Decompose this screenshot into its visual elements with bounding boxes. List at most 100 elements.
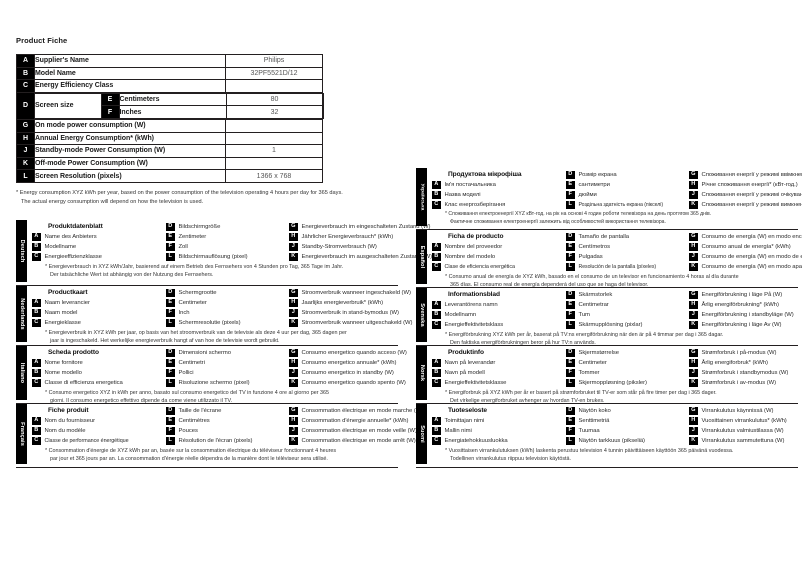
row-letter: F xyxy=(100,105,120,119)
list-item: K Virrankulutus sammutettuna (W) xyxy=(689,436,802,446)
table-row: Screen size E Centimeters 80 xyxy=(35,92,324,119)
list-item: F Inch xyxy=(166,308,289,318)
list-item: E Senttimetriä xyxy=(566,416,689,426)
row-label: Розмір екрана xyxy=(578,172,617,178)
screen-size-label: Screen size xyxy=(35,92,102,119)
row-label: Consommation électrique en mode arrêt (W… xyxy=(301,438,416,444)
row-letter: G xyxy=(689,407,698,415)
list-item: A Nom du fournisseur xyxy=(32,416,166,426)
row-label: Modellnamn xyxy=(444,312,477,318)
row-letter: L xyxy=(166,319,175,327)
language-tab-label: Українська xyxy=(419,183,424,211)
language-tab-norsk: Norsk xyxy=(416,346,427,400)
row-label: Annual Energy Consumption* (kWh) xyxy=(34,131,226,146)
footnote-line-2: The actual energy consumption will depen… xyxy=(21,198,204,205)
footnote-line-2: 365 días. El consumo real de energía dep… xyxy=(450,282,649,289)
language-block-francais: Français Fiche produit A Nom du fournisse… xyxy=(16,404,423,468)
row-letter: A xyxy=(432,417,441,425)
row-letter: L xyxy=(166,437,175,445)
language-footnote: * Consumo energetico XYZ in kWh per anno… xyxy=(32,389,494,405)
language-block-suomi: Suomi Tuoteseloste A Toimittajan nimi B Ma… xyxy=(416,404,798,468)
row-label: Classe di efficienza energetica xyxy=(44,380,123,386)
language-column-screen: D Schermgrootte E Centimeter F Inch L Scherm… xyxy=(166,288,289,328)
row-label: Consumo de energía (W) en modo de espera xyxy=(701,254,802,260)
row-letter: L xyxy=(166,253,175,261)
row-letter: C xyxy=(432,321,441,329)
language-column-identity: Scheda prodotto A Nome fornitore B Nome mo… xyxy=(32,348,166,388)
row-label: Centimètres xyxy=(178,418,210,424)
row-letter: B xyxy=(32,369,41,377)
row-letter: C xyxy=(32,437,41,445)
list-item: F Tommer xyxy=(566,368,689,378)
row-label: Pouces xyxy=(178,428,198,434)
list-item: H Jährlicher Energieverbrauch* (kWh) xyxy=(289,232,494,242)
language-block-nederlands: Nederlands Productkaart A Naam leverancie… xyxy=(16,286,413,346)
row-label: Résolution de l'écran (pixels) xyxy=(178,438,253,444)
list-item: B Naam model xyxy=(32,308,166,318)
row-letter: D xyxy=(566,349,575,357)
language-heading: Produktdatenblatt xyxy=(48,223,103,230)
row-letter: J xyxy=(289,309,298,317)
row-value: 32 xyxy=(225,105,324,119)
language-heading: Tuoteseloste xyxy=(448,407,487,414)
footnote-line-1: * Energy consumption XYZ kWh per year, b… xyxy=(16,189,343,196)
list-item: L Skärmupplösning (pixlar) xyxy=(566,320,689,330)
row-letter: K xyxy=(689,379,698,387)
row-letter: H xyxy=(689,359,698,367)
row-label: Näytön koko xyxy=(578,408,611,414)
language-column-identity: Продуктова мікрофіша A Ім'я постачальника… xyxy=(432,170,566,210)
row-letter: B xyxy=(432,427,441,435)
list-item: E Centímetros xyxy=(566,242,689,252)
row-letter: C xyxy=(32,253,41,261)
list-item: G Strømforbruk i på-modus (W) xyxy=(689,348,802,358)
list-item: B Mallin nimi xyxy=(432,426,566,436)
list-item: D Taille de l'écrane xyxy=(166,406,289,416)
list-item: C Classe de performance énergétique xyxy=(32,436,166,446)
row-label: Consumo energetico quando spento (W) xyxy=(301,380,406,386)
row-letter: A xyxy=(16,54,35,68)
row-label: On mode power consumption (W) xyxy=(34,118,226,133)
row-label: Energieverbrauch im ausgeschalteten Zust… xyxy=(301,254,433,260)
list-item: E Centimetri xyxy=(166,358,289,368)
row-label: Inches xyxy=(118,105,227,119)
row-letter: J xyxy=(689,427,698,435)
table-row: F Inches 32 xyxy=(35,105,324,119)
row-label: Tamaño de pantalla xyxy=(578,234,630,240)
row-letter: L xyxy=(566,321,575,329)
row-label: Modellname xyxy=(44,244,77,250)
row-label: Pulgadas xyxy=(578,254,603,260)
list-item: F Tuumaa xyxy=(566,426,689,436)
language-heading: Produktinfo xyxy=(448,349,484,356)
row-label: Centimeter xyxy=(578,360,607,366)
row-label: Nom du modèle xyxy=(44,428,86,434)
row-label: сантиметри xyxy=(578,182,610,188)
row-label: Ім'я постачальника xyxy=(444,182,496,188)
list-item: C Clase de eficiencia energética xyxy=(432,262,566,272)
row-label: дюйми xyxy=(578,192,597,198)
row-letter: L xyxy=(566,379,575,387)
row-label: Skärmupplösning (pixlar) xyxy=(578,322,643,328)
language-tab-label: Suomi xyxy=(418,425,425,443)
list-item: J Strømforbruk i standbymodus (W) xyxy=(689,368,802,378)
language-tab-deutsch: Deutsch xyxy=(16,220,27,282)
row-label: Resolución de la pantalla (píxeles) xyxy=(578,264,657,270)
list-item: D Schermgrootte xyxy=(166,288,289,298)
footnote-line-1: * Energiförbrukning XYZ kWh per år, base… xyxy=(445,332,724,338)
list-item: J Virrankulutus valmiustilassa (W) xyxy=(689,426,802,436)
row-label: Consumo anual de energía* (kWh) xyxy=(701,244,791,250)
row-letter: J xyxy=(289,369,298,377)
row-letter: D xyxy=(166,349,175,357)
language-column-screen: D Skjermstørrelse E Centimeter F Tommer L Sk… xyxy=(566,348,689,388)
row-label: Navn på modell xyxy=(444,370,485,376)
footnote-line-2: par jour et 365 jours par an. La consomm… xyxy=(50,456,328,463)
row-value: 1366 x 768 xyxy=(225,169,323,183)
row-letter: G xyxy=(289,407,298,415)
list-item: H Річне споживання енергії* (кВт-год.) xyxy=(689,180,802,190)
language-column-consumption: G Consommation électrique en mode marche … xyxy=(289,406,494,446)
row-label: Clase de eficiencia energética xyxy=(444,264,515,270)
row-label: Споживання енергії у режимі ввімкнення (… xyxy=(701,172,802,178)
list-item: H Jaarlijks energieverbruik* (kWh) xyxy=(289,298,494,308)
